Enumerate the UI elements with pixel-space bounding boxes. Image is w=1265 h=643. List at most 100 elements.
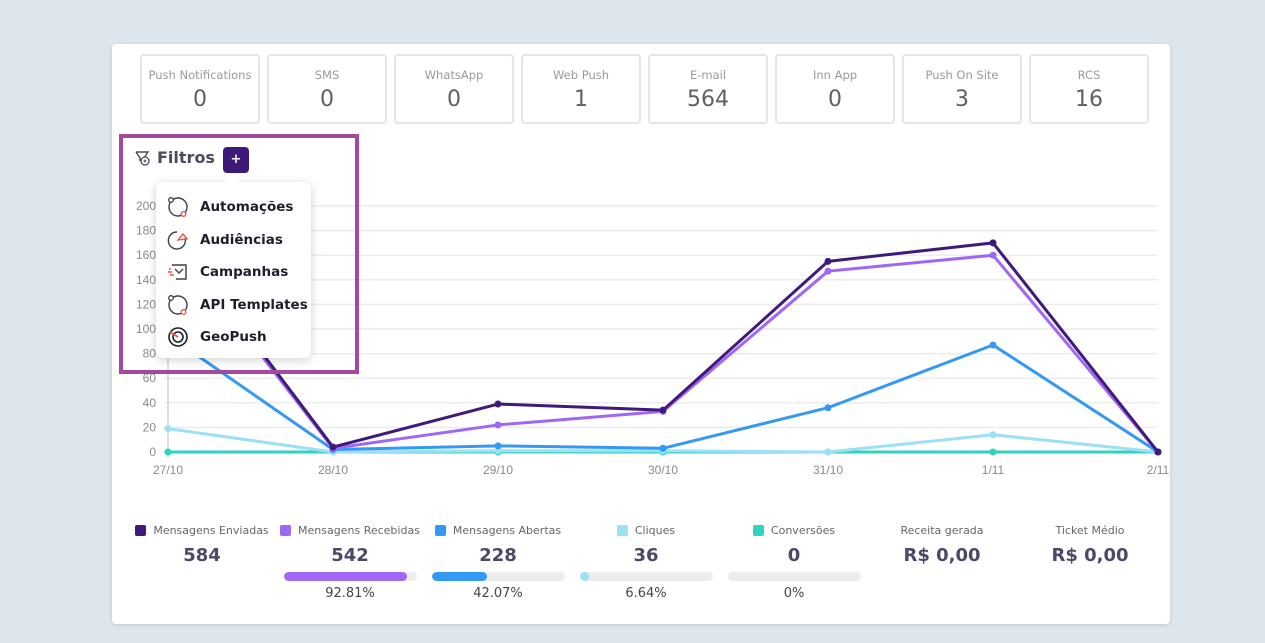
y-tick-label: 100 — [136, 322, 156, 336]
y-tick-label: 80 — [143, 347, 157, 361]
channel-label: WhatsApp — [424, 68, 484, 82]
filters-header[interactable]: Filtros — [134, 148, 215, 167]
metric-value: 36 — [633, 545, 659, 566]
line-chart: 0 20 40 60 80 100 120 140 160 180 200 27/10 28/10 29/… — [136, 199, 1170, 477]
data-point — [1154, 448, 1162, 456]
data-point — [494, 447, 502, 455]
data-point — [989, 341, 997, 349]
data-point — [824, 257, 832, 265]
channel-label: Push On Site — [925, 68, 999, 82]
metric-value: R$ 0,00 — [903, 545, 981, 566]
metric-receita-gerada: Receita gerada R$ 0,00 — [872, 524, 1012, 566]
metric-label: Conversões — [770, 524, 836, 537]
data-point — [989, 431, 997, 439]
data-point — [494, 421, 502, 429]
menu-item-audiencias[interactable]: Audiências — [156, 224, 311, 257]
data-point — [989, 251, 997, 259]
channel-value: 564 — [687, 87, 729, 112]
menu-item-label: GeoPush — [200, 329, 267, 346]
data-point — [329, 443, 337, 451]
channel-value: 0 — [320, 87, 334, 112]
data-point — [494, 442, 502, 450]
y-tick-label: 200 — [136, 199, 156, 213]
progress-bar — [727, 572, 861, 581]
metric-value: 228 — [479, 545, 517, 566]
metric-value: 542 — [331, 545, 369, 566]
progress-bar — [431, 572, 565, 581]
metric-label: Cliques — [634, 524, 676, 537]
audience-icon — [167, 231, 189, 250]
x-tick-label: 29/10 — [483, 463, 513, 477]
channel-card-push-on-site[interactable]: Push On Site 3 — [902, 54, 1022, 124]
channel-label: Inn App — [812, 68, 858, 82]
channel-card-email[interactable]: E-mail 564 — [648, 54, 768, 124]
menu-item-label: Automações — [200, 199, 294, 216]
y-tick-label: 120 — [136, 297, 156, 311]
data-point — [164, 425, 172, 433]
channel-card-sms[interactable]: SMS 0 — [267, 54, 387, 124]
channel-label: E-mail — [689, 68, 727, 82]
metric-percent: 42.07% — [473, 586, 523, 601]
channel-label: Web Push — [552, 68, 610, 82]
filter-dropdown-menu: Automações Audiências Campanhas API Temp… — [156, 182, 311, 358]
legend-swatch — [616, 525, 628, 536]
menu-item-label: API Templates — [200, 296, 308, 313]
metric-mensagens-abertas[interactable]: Mensagens Abertas 228 42.07% — [428, 524, 568, 601]
data-point — [164, 448, 172, 456]
progress-fill — [283, 572, 407, 581]
channel-card-push-notifications[interactable]: Push Notifications 0 — [140, 54, 260, 124]
menu-item-campanhas[interactable]: Campanhas — [156, 256, 311, 289]
y-tick-label: 60 — [143, 371, 157, 385]
progress-fill — [431, 572, 488, 581]
x-tick-label: 1/11 — [982, 463, 1005, 477]
data-point — [824, 404, 832, 412]
channel-value: 0 — [193, 87, 207, 112]
series-line — [166, 227, 1160, 453]
channel-label: Push Notifications — [148, 68, 252, 82]
metric-label: Receita gerada — [900, 524, 984, 537]
channel-summary: Push Notifications 0 SMS 0 WhatsApp 0 Web P… — [140, 54, 1149, 124]
legend-swatch — [280, 525, 292, 536]
filter-icon — [135, 150, 150, 166]
channel-card-inn-app[interactable]: Inn App 0 — [775, 54, 895, 124]
metric-ticket-medio: Ticket Médio R$ 0,00 — [1020, 524, 1160, 566]
channel-value: 3 — [955, 87, 969, 112]
x-tick-label: 27/10 — [153, 463, 183, 477]
metric-mensagens-enviadas[interactable]: Mensagens Enviadas 584 — [132, 524, 272, 566]
filters-title: Filtros — [157, 148, 215, 167]
channel-label: SMS — [314, 68, 340, 82]
data-point — [989, 239, 997, 247]
menu-item-label: Campanhas — [200, 264, 289, 281]
channel-value: 0 — [828, 87, 842, 112]
y-tick-label: 20 — [143, 420, 157, 434]
x-tick-label: 28/10 — [318, 463, 348, 477]
metric-value: 584 — [183, 545, 221, 566]
api-template-icon — [168, 294, 188, 315]
geopush-icon — [168, 327, 188, 348]
metric-mensagens-recebidas[interactable]: Mensagens Recebidas 542 92.81% — [280, 524, 420, 601]
campaign-icon — [168, 264, 187, 280]
channel-label: RCS — [1077, 68, 1101, 82]
x-tick-label: 30/10 — [648, 463, 678, 477]
automation-icon — [168, 197, 188, 218]
menu-item-geopush[interactable]: GeoPush — [156, 321, 311, 354]
metric-conversoes[interactable]: Conversões 0 0% — [724, 524, 864, 601]
data-point — [824, 267, 832, 275]
series-line — [167, 333, 1159, 454]
channel-card-rcs[interactable]: RCS 16 — [1029, 54, 1149, 124]
channel-card-whatsapp[interactable]: WhatsApp 0 — [394, 54, 514, 124]
menu-item-api-templates[interactable]: API Templates — [156, 289, 311, 322]
add-filter-button[interactable]: + — [223, 147, 249, 173]
data-point — [494, 400, 502, 408]
progress-bar — [283, 572, 417, 581]
legend-swatch — [752, 525, 764, 536]
x-tick-label: 2/11 — [1147, 463, 1170, 477]
menu-item-automacoes[interactable]: Automações — [156, 191, 311, 224]
progress-bar — [579, 572, 713, 581]
channel-card-web-push[interactable]: Web Push 1 — [521, 54, 641, 124]
metric-percent: 92.81% — [325, 586, 375, 601]
dashboard-card: Push Notifications 0 SMS 0 WhatsApp 0 Web P… — [112, 44, 1170, 624]
data-point — [659, 444, 667, 452]
metric-cliques[interactable]: Cliques 36 6.64% — [576, 524, 716, 601]
metric-label: Mensagens Abertas — [452, 524, 562, 537]
